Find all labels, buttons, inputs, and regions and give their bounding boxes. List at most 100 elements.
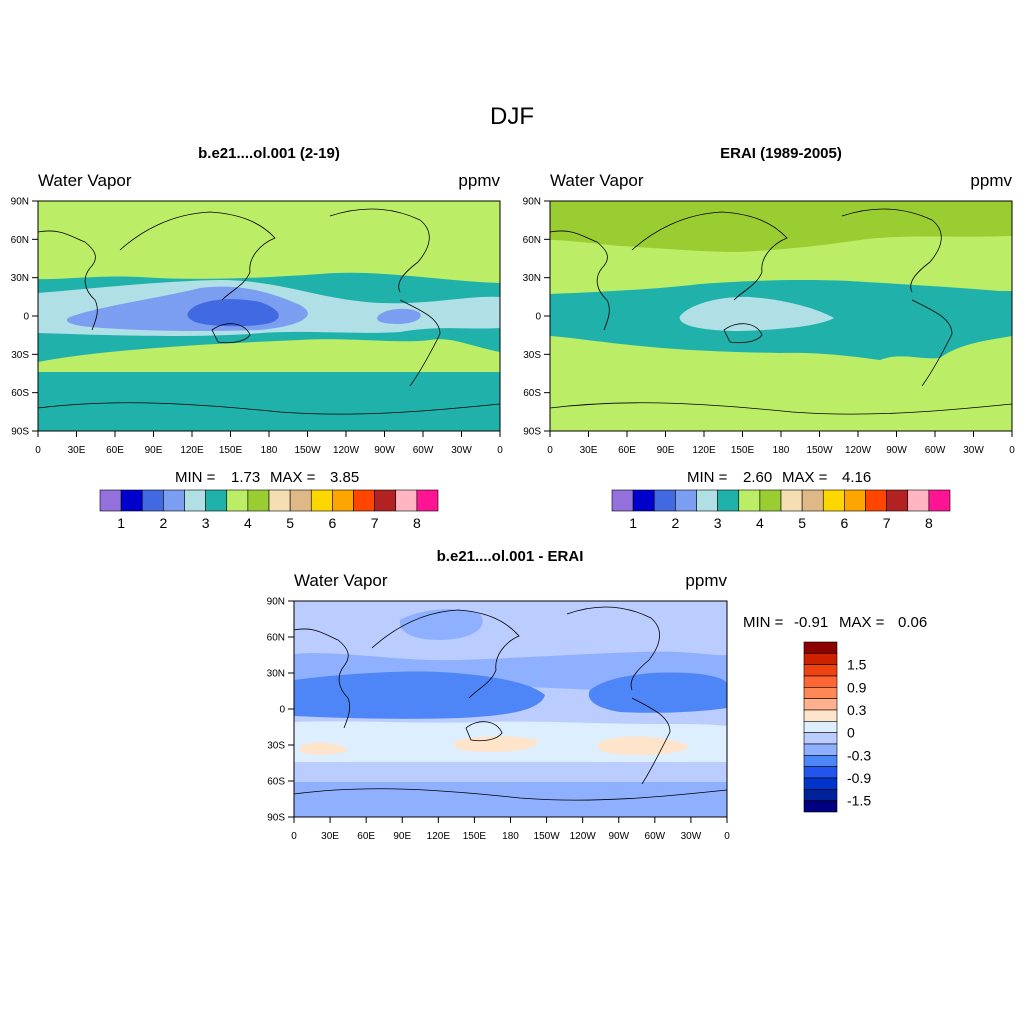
colorbar-label: 4	[756, 515, 764, 531]
stats-min-value: 1.73	[231, 469, 260, 486]
colorbar-label: 3	[202, 515, 210, 531]
colorbar-swatch	[803, 789, 838, 801]
contour-band-neg09	[294, 671, 545, 719]
colorbar-label: 0.9	[847, 679, 867, 695]
lat-tick-label: 60S	[267, 777, 285, 788]
lat-tick-label: 90N	[11, 197, 29, 208]
panel-difference: b.e21....ol.001 - ERAI Water Vapor ppmv	[267, 548, 928, 842]
variable-label: Water Vapor	[38, 171, 132, 190]
contour-band-positive-east	[597, 736, 690, 756]
colorbar-swatch	[632, 489, 655, 512]
colorbar-swatch	[803, 664, 838, 677]
lon-tick-label: 60W	[645, 831, 666, 842]
lat-tick-label: 60N	[11, 235, 29, 246]
contour-band-1	[187, 299, 279, 327]
contour-band-neg09-east	[588, 672, 727, 713]
lat-tick-label: 0	[279, 705, 285, 716]
lon-tick-label: 30E	[68, 445, 86, 456]
lon-tick-label: 150E	[219, 445, 243, 456]
contour-band-neg06-north	[399, 609, 483, 640]
lat-tick-label: 30S	[11, 350, 29, 361]
lon-tick-label: 90E	[657, 445, 675, 456]
lon-tick-label: 30W	[963, 445, 984, 456]
lon-tick-label: 150W	[294, 445, 321, 456]
lon-tick-label: 30W	[681, 831, 702, 842]
panel-model: b.e21....ol.001 (2-19) Water Vapor ppmv …	[11, 145, 504, 531]
lon-tick-label: 120E	[692, 445, 716, 456]
coastlines	[549, 208, 1013, 415]
lon-tick-label: 150W	[806, 445, 833, 456]
stats-min-value: -0.91	[794, 614, 828, 631]
colorbar-label: 0.3	[847, 702, 867, 718]
lat-tick-label: 90N	[267, 597, 285, 608]
lon-tick-label: 90W	[608, 831, 629, 842]
colorbar-model: 1 2 3 4 5 6 7 8	[99, 489, 439, 531]
colorbar-swatch	[801, 489, 824, 512]
lon-tick-label: 60E	[106, 445, 124, 456]
lat-tick-label: 30N	[523, 273, 541, 284]
lon-tick-label: 30E	[580, 445, 598, 456]
variable-label: Water Vapor	[550, 171, 644, 190]
colorbar-swatch	[353, 489, 375, 512]
lat-tick-label: 90S	[267, 813, 285, 824]
colorbar-difference: 1.5 0.9 0.3 0 -0.3 -0.9 -1.5	[803, 641, 871, 813]
colorbar-swatch	[226, 489, 249, 512]
colorbar-swatch	[611, 489, 634, 512]
colorbar-swatch	[907, 489, 930, 512]
lat-tick-label: 90N	[523, 197, 541, 208]
colorbar-swatch	[803, 755, 838, 767]
colorbar-swatch	[184, 489, 206, 512]
colorbar-swatch	[395, 489, 418, 512]
lat-tick-label: 90S	[523, 427, 541, 438]
colorbar-label: 2	[671, 515, 679, 531]
colorbar-swatch	[653, 489, 676, 512]
lat-tick-label: 90S	[11, 427, 29, 438]
colorbar-label: 6	[840, 515, 848, 531]
colorbar-swatch	[310, 489, 333, 512]
lat-tick-label: 30N	[267, 669, 285, 680]
lon-axis: 0 30E 60E 90E 120E 150E 180 150W 120W 90W 60W 30W 0	[291, 817, 730, 842]
contour-band-positive-west	[300, 742, 348, 755]
colorbar-label: 6	[328, 515, 336, 531]
stats-max-value: 3.85	[330, 469, 359, 486]
colorbar-label: 1	[117, 515, 125, 531]
colorbar-swatch	[268, 489, 291, 512]
colorbar-swatch	[803, 641, 838, 654]
stats-min-label: MIN =	[743, 614, 784, 631]
colorbar-swatch	[374, 489, 397, 512]
colorbar-swatch	[803, 653, 838, 665]
lat-tick-label: 30S	[523, 350, 541, 361]
lon-tick-label: 120E	[427, 831, 451, 842]
colorbar-label: 8	[925, 515, 933, 531]
stats-max-value: 0.06	[898, 614, 927, 631]
colorbar-swatch	[803, 698, 838, 711]
lon-tick-label: 30E	[321, 831, 339, 842]
stats-min-value: 2.60	[743, 469, 772, 486]
lon-tick-label: 150W	[534, 831, 561, 842]
colorbar-label: -0.3	[847, 747, 871, 763]
lon-tick-label: 90E	[393, 831, 411, 842]
contour-band-4-south	[38, 339, 500, 372]
lon-tick-label: 0	[547, 445, 553, 456]
colorbar-swatch	[99, 489, 122, 512]
colorbar-swatch	[247, 489, 270, 512]
colorbar-swatch	[803, 675, 838, 688]
lon-axis: 0 30E 60E 90E 120E 150E 180 150W 120W 90W 60W 30W 0	[35, 431, 503, 456]
colorbar-swatch	[738, 489, 761, 512]
panel-erai: ERAI (1989-2005) Water Vapor ppmv 90N 60N…	[523, 145, 1016, 531]
lon-axis: 0 30E 60E 90E 120E 150E 180 150W 120W 90W 60W 30W 0	[547, 431, 1015, 456]
colorbar-label: 0	[847, 725, 855, 741]
colorbar-swatch	[675, 489, 697, 512]
colorbar-swatch	[803, 800, 838, 813]
stats-max-label: MAX =	[782, 469, 828, 486]
panel-title: b.e21....ol.001 (2-19)	[198, 145, 340, 162]
contour-band-5-north	[550, 201, 1012, 252]
lon-tick-label: 30W	[451, 445, 472, 456]
lat-axis: 90N 60N 30N 0 30S 60S 90S	[523, 197, 550, 438]
lon-tick-label: 120W	[845, 445, 872, 456]
colorbar-swatch	[696, 489, 718, 512]
colorbar-swatch	[205, 489, 228, 512]
coastlines	[37, 208, 501, 415]
colorbar-swatch	[120, 489, 143, 512]
coastlines	[293, 606, 728, 801]
